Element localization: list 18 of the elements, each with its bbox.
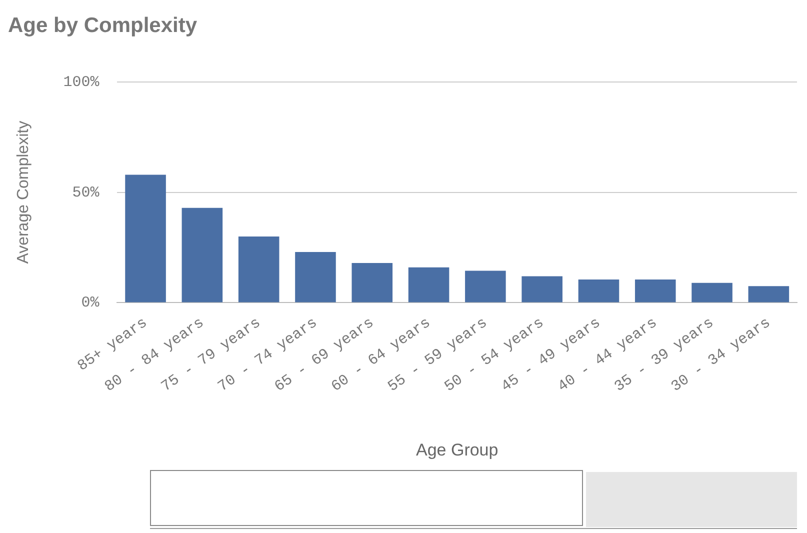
- bar: [692, 282, 732, 302]
- x-axis-title: Age Group: [416, 440, 498, 460]
- y-tick-label: 100%: [63, 74, 100, 91]
- bar: [522, 276, 562, 302]
- bar: [578, 280, 620, 302]
- bar: [125, 174, 166, 302]
- bar: [182, 208, 223, 302]
- y-tick-label: 50%: [72, 184, 100, 202]
- bar: [465, 270, 506, 302]
- y-axis-title: Average Complexity: [15, 120, 32, 264]
- bar: [238, 236, 280, 302]
- bar: [748, 286, 790, 302]
- bar: [295, 252, 336, 302]
- bar: [634, 280, 676, 302]
- bar: [352, 263, 393, 302]
- bar: [408, 267, 450, 302]
- chart-title: Age by Complexity: [8, 14, 198, 38]
- y-tick-label: 0%: [81, 294, 100, 312]
